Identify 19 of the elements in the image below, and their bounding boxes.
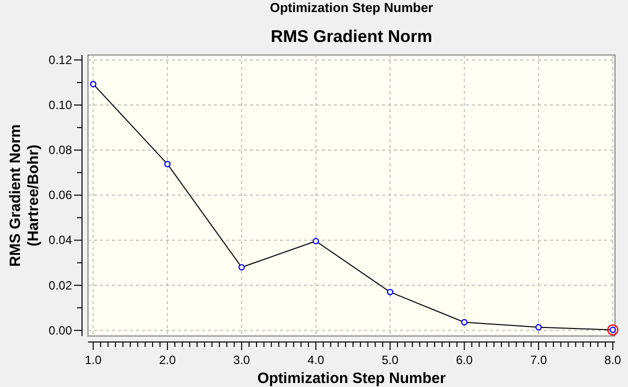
y-tick-label: 0.06 [48, 188, 72, 202]
y-tick-label: 0.04 [48, 233, 72, 248]
x-tick-label: 1.0 [84, 353, 102, 367]
x-axis-title: Optimization Step Number [257, 370, 446, 387]
x-tick-label: 4.0 [308, 353, 325, 367]
chart-title: RMS Gradient Norm [270, 27, 432, 46]
x-tick-label: 7.0 [530, 353, 548, 367]
y-axis-title: RMS Gradient Norm (Hartree/Bohr) [7, 124, 42, 267]
x-tick-label: 2.0 [159, 353, 176, 367]
x-tick-label: 8.0 [604, 353, 622, 367]
y-tick-label: 0.12 [48, 52, 72, 67]
y-tick-label: 0.08 [48, 143, 72, 158]
text: Optimization Step Number [270, 0, 434, 15]
x-tick-label: 6.0 [456, 353, 473, 367]
y-tick-label: 0.02 [48, 278, 72, 292]
y-tick-label: 0.00 [48, 323, 72, 338]
y-tick-label: 0.10 [48, 98, 72, 112]
x-tick-label: 5.0 [382, 353, 399, 367]
x-tick-label: 3.0 [233, 353, 250, 367]
